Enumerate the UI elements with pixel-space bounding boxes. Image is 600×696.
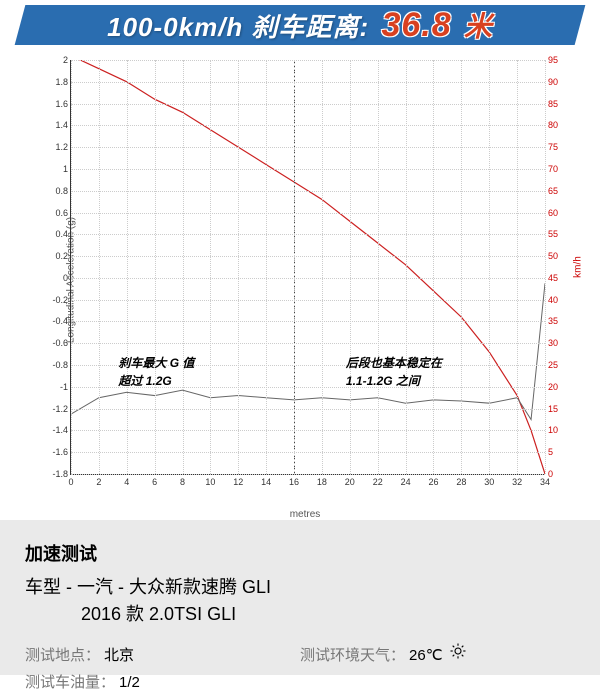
location-item: 测试地点： 北京	[25, 642, 300, 669]
x-axis-label: metres	[290, 509, 321, 520]
fuel-value: 1/2	[119, 669, 140, 696]
info-panel: 加速测试 车型 - 一汽 - 大众新款速腾 GLI 2016 款 2.0TSI …	[0, 520, 600, 675]
banner-text: 100-0km/h 刹车距离: 36.8 米	[107, 5, 493, 45]
info-row-2: 测试车油量： 1/2	[25, 669, 575, 696]
weather-value: 26℃	[409, 642, 443, 669]
sun-icon	[449, 642, 467, 669]
model-line2: 2016 款 2.0TSI GLI	[25, 604, 236, 624]
banner-prefix: 100-0km/h 刹车距离:	[107, 12, 369, 42]
fuel-item: 测试车油量： 1/2	[25, 669, 140, 696]
weather-item: 测试环境天气： 26℃	[300, 642, 575, 669]
chart-plot: 0246810121416182022242628303234-1.8-1.6-…	[70, 60, 545, 475]
header-banner: 100-0km/h 刹车距离: 36.8 米	[0, 0, 600, 50]
weather-label: 测试环境天气：	[300, 642, 405, 669]
location-value: 北京	[104, 642, 134, 669]
model-line1: 车型 - 一汽 - 大众新款速腾 GLI	[25, 577, 271, 597]
chart-container: Longitudinal Acceleration (g) 0246810121…	[0, 50, 600, 520]
chart-lines-svg	[71, 60, 545, 474]
banner-unit: 米	[464, 11, 493, 42]
info-model: 车型 - 一汽 - 大众新款速腾 GLI 2016 款 2.0TSI GLI	[25, 574, 575, 628]
info-row-1: 测试地点： 北京 测试环境天气： 26℃	[25, 642, 575, 669]
info-title: 加速测试	[25, 540, 575, 566]
chart-area: Longitudinal Acceleration (g) 0246810121…	[30, 60, 580, 500]
fuel-label: 测试车油量：	[25, 669, 115, 696]
banner-value: 36.8	[381, 6, 451, 44]
location-label: 测试地点：	[25, 642, 100, 669]
